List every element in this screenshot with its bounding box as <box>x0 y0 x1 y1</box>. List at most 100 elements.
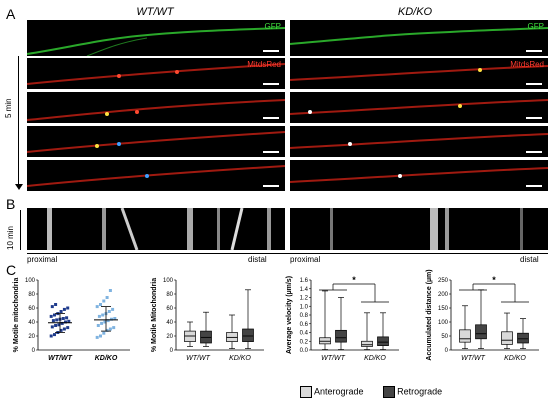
scale-bar <box>263 151 279 153</box>
gfp-axon-wt <box>27 27 285 56</box>
mito-label: MitdsRed <box>247 60 281 69</box>
scale-bar <box>263 117 279 119</box>
y-tick-label: 60 <box>166 306 173 312</box>
panel-letter-a: A <box>6 6 16 22</box>
chart-distance-box: 0 50 100 150 200 250 Accumulated distance (µm)… <box>426 269 539 362</box>
y-tick-label: 0 <box>32 348 36 354</box>
box <box>377 336 389 346</box>
x-category-label: WT/WT <box>48 355 72 362</box>
data-point <box>99 303 102 306</box>
scale-bar <box>263 83 279 85</box>
y-tick-label: 60 <box>28 306 35 312</box>
data-point <box>62 307 66 311</box>
data-point <box>102 299 106 303</box>
y-tick-label: 100 <box>438 320 449 326</box>
data-point <box>110 317 113 321</box>
x-category-label: WT/WT <box>461 355 485 362</box>
y-tick-label: 40 <box>28 320 35 326</box>
x-category-label: KD/KO <box>364 355 386 362</box>
y-tick-label: 1.4 <box>300 287 309 293</box>
data-point <box>105 296 109 299</box>
data-point <box>50 305 54 309</box>
gfp-axon-kd <box>290 27 548 45</box>
data-point <box>99 334 102 338</box>
data-point <box>53 333 56 337</box>
box <box>242 328 254 342</box>
data-point <box>96 324 100 327</box>
distal-label-kd: distal <box>520 255 539 264</box>
y-tick-label: 20 <box>28 334 35 340</box>
y-tick-label: 0.8 <box>300 313 309 319</box>
time-axis-line <box>18 56 19 186</box>
data-point <box>53 313 56 317</box>
significance-marker: * <box>492 275 496 285</box>
kymograph-wt <box>27 208 285 250</box>
box <box>517 332 529 344</box>
data-point <box>106 319 110 323</box>
y-axis-label: Average velocity (µm/s) <box>286 276 293 354</box>
y-tick-label: 20 <box>166 334 173 340</box>
gfp-image-kd: GFP <box>290 20 548 56</box>
data-point <box>95 305 99 309</box>
data-point <box>112 326 116 330</box>
y-tick-label: 1.6 <box>300 278 309 284</box>
chart-velocity-box: 0.0 0.2 0.4 0.6 0.8 1.0 1.2 1.4 1.6 Average veloc… <box>286 275 399 362</box>
y-axis-label: % Motile Mitochondria <box>151 278 158 352</box>
mito-frame-wt-4 <box>27 160 285 191</box>
significance-marker: * <box>352 275 356 285</box>
x-category-label: KD/KO <box>95 355 118 362</box>
y-tick-label: 1.2 <box>300 296 309 302</box>
data-point <box>107 310 111 313</box>
x-category-label: KD/KO <box>229 355 251 362</box>
y-tick-label: 0.2 <box>300 339 309 345</box>
y-tick-label: 50 <box>441 334 448 340</box>
legend-label-retrograde: Retrograde <box>397 386 443 397</box>
time-label-b: 10 min <box>6 225 15 250</box>
box <box>501 331 513 345</box>
legend: Anterograde Retrograde <box>300 386 442 398</box>
mito-frame-kd-3 <box>290 126 548 157</box>
box <box>335 329 347 343</box>
y-tick-label: 1.0 <box>300 304 309 310</box>
scale-bar <box>263 185 279 187</box>
y-tick-label: 100 <box>25 278 36 284</box>
mito-frame-kd-2 <box>290 92 548 123</box>
gfp-label-wt: GFP <box>264 22 281 31</box>
mito-label: MitdsRed <box>510 60 544 69</box>
y-tick-label: 100 <box>163 278 174 284</box>
data-point <box>51 319 55 323</box>
data-point <box>49 314 53 318</box>
chart-motile-scatter: 0 20 40 60 80 100 % Motile mitochondria WT/WT KD… <box>13 278 130 362</box>
column-title-kd: KD/KO <box>397 6 433 18</box>
y-axis-label: Accumulated distance (µm) <box>426 269 433 360</box>
data-point <box>105 328 109 332</box>
y-tick-label: 150 <box>438 306 449 312</box>
data-point <box>62 327 66 331</box>
y-tick-label: 0.6 <box>300 322 309 328</box>
data-point <box>60 321 64 325</box>
mito-frame-wt-3 <box>27 126 285 157</box>
mito-frame-kd-1: MitdsRed <box>290 58 548 89</box>
proximal-label-kd: proximal <box>290 255 321 264</box>
data-point <box>59 310 63 313</box>
data-point <box>66 306 70 310</box>
y-tick-label: 250 <box>438 278 449 284</box>
gfp-label-kd: GFP <box>527 22 544 31</box>
data-point <box>111 307 115 311</box>
y-tick-label: 200 <box>438 292 449 298</box>
x-category-label: WT/WT <box>186 355 210 362</box>
legend-swatch-anterograde <box>300 386 312 398</box>
scale-bar <box>526 151 542 153</box>
scale-bar <box>263 50 279 52</box>
y-tick-label: 40 <box>166 320 173 326</box>
panel-letter-b: B <box>6 196 16 212</box>
data-point <box>50 325 54 329</box>
data-point <box>49 334 53 338</box>
y-tick-label: 0.0 <box>300 348 309 354</box>
time-label-a: 5 min <box>4 98 13 118</box>
gfp-image-wt: GFP <box>27 20 285 56</box>
y-tick-label: 80 <box>166 292 173 298</box>
panel-letter-c: C <box>6 262 17 278</box>
data-point <box>61 317 65 320</box>
data-point <box>54 324 58 327</box>
